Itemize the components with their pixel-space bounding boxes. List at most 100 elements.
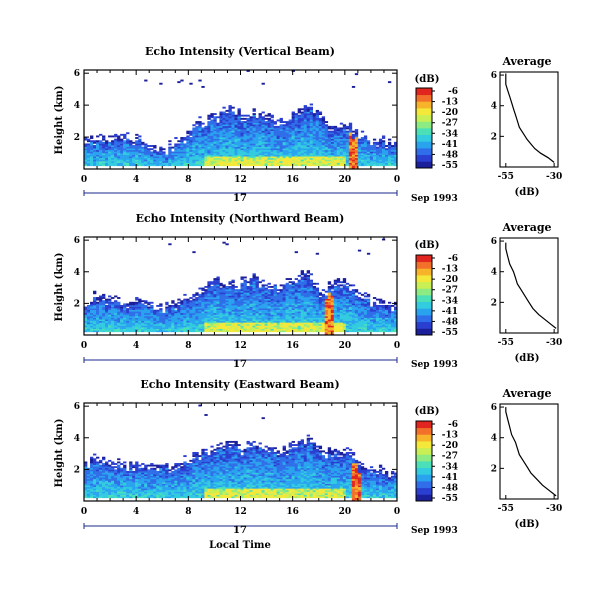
heat-cell — [192, 164, 196, 167]
heat-cell — [315, 161, 320, 163]
heat-cell — [291, 111, 295, 114]
heat-cell — [324, 149, 329, 152]
heat-cell — [204, 323, 208, 326]
heat-cell — [321, 121, 326, 123]
heat-cell — [357, 317, 362, 320]
heat-cell — [297, 124, 301, 127]
heat-cell — [303, 303, 308, 306]
heat-cell — [297, 121, 301, 123]
heat-cell — [198, 121, 202, 123]
heat-cell — [90, 308, 94, 311]
heat-cell — [99, 309, 103, 312]
colorbar-swatch — [416, 134, 432, 142]
heat-cell — [84, 157, 88, 160]
heat-cell — [291, 306, 295, 309]
heat-cell — [90, 146, 94, 149]
heat-cell — [276, 146, 280, 149]
heat-cell — [318, 121, 323, 123]
heat-cell — [135, 298, 139, 301]
heat-cell — [240, 129, 244, 131]
heat-cell — [201, 146, 205, 149]
heat-cell — [90, 301, 94, 304]
heat-cell — [147, 164, 151, 167]
heat-cell — [207, 121, 211, 123]
heat-cell — [171, 316, 175, 318]
heat-cell — [276, 314, 280, 317]
heat-cell — [255, 304, 259, 307]
heat-cell — [228, 311, 232, 314]
heat-cell — [357, 157, 362, 160]
heat-cell — [306, 290, 311, 293]
heat-cell — [189, 137, 193, 139]
heat-cell — [264, 312, 268, 315]
heat-cell — [255, 138, 259, 141]
heat-cell — [342, 327, 347, 329]
heat-cell — [351, 293, 356, 296]
heat-cell — [144, 162, 148, 165]
heat-cell — [252, 295, 256, 298]
heat-cell — [351, 157, 356, 160]
heat-cell — [111, 309, 115, 312]
heat-cell — [294, 130, 298, 133]
heat-cell — [129, 325, 133, 328]
heat-cell — [114, 161, 118, 163]
heat-cell — [192, 314, 196, 317]
heat-cell — [198, 79, 202, 82]
heat-cell — [270, 295, 274, 298]
heat-cell — [147, 316, 151, 318]
heat-cell — [177, 162, 181, 165]
heat-cell — [219, 137, 223, 139]
heat-cell — [141, 151, 145, 154]
heat-cell — [213, 157, 217, 160]
heat-cell — [276, 304, 280, 307]
heat-cell — [297, 164, 301, 167]
heat-cell — [93, 325, 97, 328]
heat-cell — [345, 154, 350, 157]
heat-cell — [321, 298, 326, 301]
heat-cell — [210, 162, 214, 165]
heat-cell — [237, 122, 241, 125]
heat-cell — [357, 159, 362, 162]
heat-cell — [222, 301, 226, 304]
heat-cell — [180, 154, 184, 157]
heat-cell — [363, 145, 368, 147]
heat-cell — [324, 312, 329, 315]
heat-cell — [333, 151, 338, 154]
heat-cell — [393, 164, 398, 167]
heat-cell — [333, 312, 338, 315]
heat-cell — [312, 157, 317, 160]
heat-cell — [198, 312, 202, 315]
heat-cell — [252, 286, 256, 288]
heat-cell — [201, 133, 205, 136]
heat-cell — [243, 143, 247, 146]
heat-cell — [111, 149, 115, 152]
heat-cell — [354, 295, 359, 298]
heat-cell — [147, 306, 151, 309]
heat-cell — [102, 151, 106, 154]
heat-cell — [216, 289, 220, 292]
heat-cell — [147, 156, 151, 159]
heat-cell — [177, 327, 181, 329]
heat-cell — [204, 301, 208, 304]
heat-cell — [183, 304, 187, 307]
heat-cell — [252, 154, 256, 157]
heat-cell — [342, 308, 347, 311]
heat-cell — [237, 325, 241, 328]
heat-cell — [309, 308, 314, 311]
heat-cell — [279, 298, 283, 301]
heat-cell — [366, 143, 371, 146]
heat-cell — [267, 140, 271, 143]
heat-cell — [246, 156, 250, 159]
heat-cell — [225, 117, 229, 120]
heat-cell — [126, 149, 130, 152]
heat-cell — [294, 129, 298, 131]
heat-cell — [243, 286, 247, 288]
colorbar-swatch — [416, 148, 432, 156]
heat-cell — [165, 159, 169, 162]
heat-cell — [261, 328, 265, 331]
heat-cell — [270, 129, 274, 131]
heat-cell — [261, 327, 265, 329]
heat-cell — [321, 162, 326, 165]
heat-cell — [246, 316, 250, 318]
heat-cell — [345, 135, 350, 138]
